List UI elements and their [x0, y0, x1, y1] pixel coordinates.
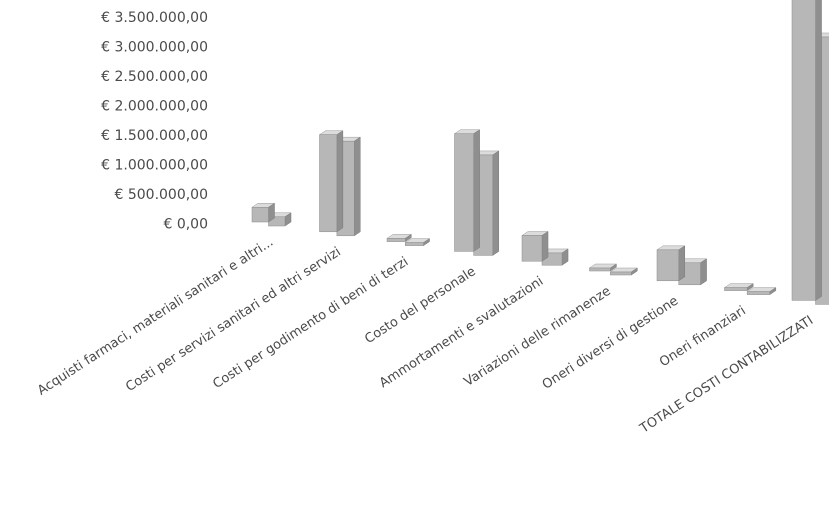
bar-series-1 — [521, 231, 549, 262]
bar-series-2 — [746, 287, 777, 296]
bar-series-1 — [251, 202, 276, 223]
category-label: Ammortamenti e svalutazioni — [377, 274, 546, 391]
y-tick-label: € 1.000.000,00 — [101, 158, 208, 174]
y-tick-label: € 1.500.000,00 — [101, 128, 208, 144]
y-tick-label: € 0,00 — [163, 217, 208, 233]
bar-series-2 — [404, 238, 431, 247]
bar-series-1 — [723, 283, 754, 292]
y-tick-label: € 2.500.000,00 — [101, 69, 208, 85]
y-tick-label: € 3.500.000,00 — [101, 10, 208, 26]
bar-series-1 — [656, 245, 686, 282]
bar-series-1 — [588, 263, 618, 272]
bar-series-2 — [609, 267, 639, 276]
category-label: TOTALE COSTI CONTABILIZZATI — [637, 313, 816, 437]
bar-series-1 — [453, 129, 481, 252]
category-label: Variazioni delle rimanenze — [462, 284, 614, 390]
bar-series-2 — [541, 248, 569, 266]
category-label: Oneri diversi di gestione — [540, 294, 681, 393]
y-tick-label: € 3.000.000,00 — [101, 40, 208, 56]
y-tick-label: € 2.000.000,00 — [101, 99, 208, 115]
y-tick-label: € 500.000,00 — [114, 187, 208, 203]
bar-series-1 — [318, 130, 344, 233]
bar-series-1 — [791, 0, 822, 301]
bar-series-1 — [386, 233, 413, 243]
